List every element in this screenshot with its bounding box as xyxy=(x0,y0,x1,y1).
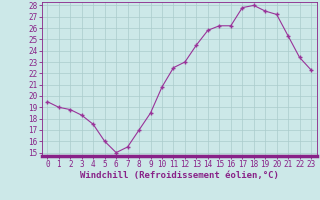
X-axis label: Windchill (Refroidissement éolien,°C): Windchill (Refroidissement éolien,°C) xyxy=(80,171,279,180)
